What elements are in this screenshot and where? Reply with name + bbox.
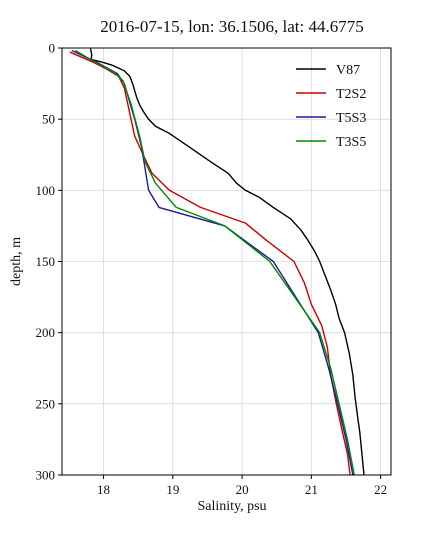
y-tick-label: 100 [36,183,56,198]
y-tick-label: 300 [36,468,56,483]
y-tick-label: 0 [49,41,56,56]
legend-label-t2s2: T2S2 [336,87,366,102]
x-tick-label: 22 [374,482,387,497]
y-tick-label: 200 [36,325,56,340]
legend: V87 T2S2 T5S3 T3S5 [296,63,366,150]
y-axis-label: depth, m [9,237,24,286]
x-tick-label: 18 [97,482,110,497]
chart-title: 2016-07-15, lon: 36.1506, lat: 44.6775 [100,17,363,36]
y-tick-label: 150 [36,254,56,269]
series-lines [69,48,365,475]
axis-ticks: 18 19 20 21 22 0 50 100 150 200 250 300 [36,41,388,498]
y-tick-label: 50 [42,112,55,127]
legend-label-t5s3: T5S3 [336,111,366,126]
legend-label-t3s5: T3S5 [336,135,366,150]
x-tick-label: 21 [305,482,318,497]
x-axis-label: Salinity, psu [197,499,266,514]
x-tick-label: 20 [236,482,249,497]
series-line-v87 [89,48,365,475]
y-tick-label: 250 [36,396,56,411]
series-line-t5s3 [71,50,354,475]
series-line-t3s5 [75,50,355,475]
legend-label-v87: V87 [336,63,360,78]
series-line-t2s2 [69,51,351,475]
x-tick-label: 19 [166,482,179,497]
